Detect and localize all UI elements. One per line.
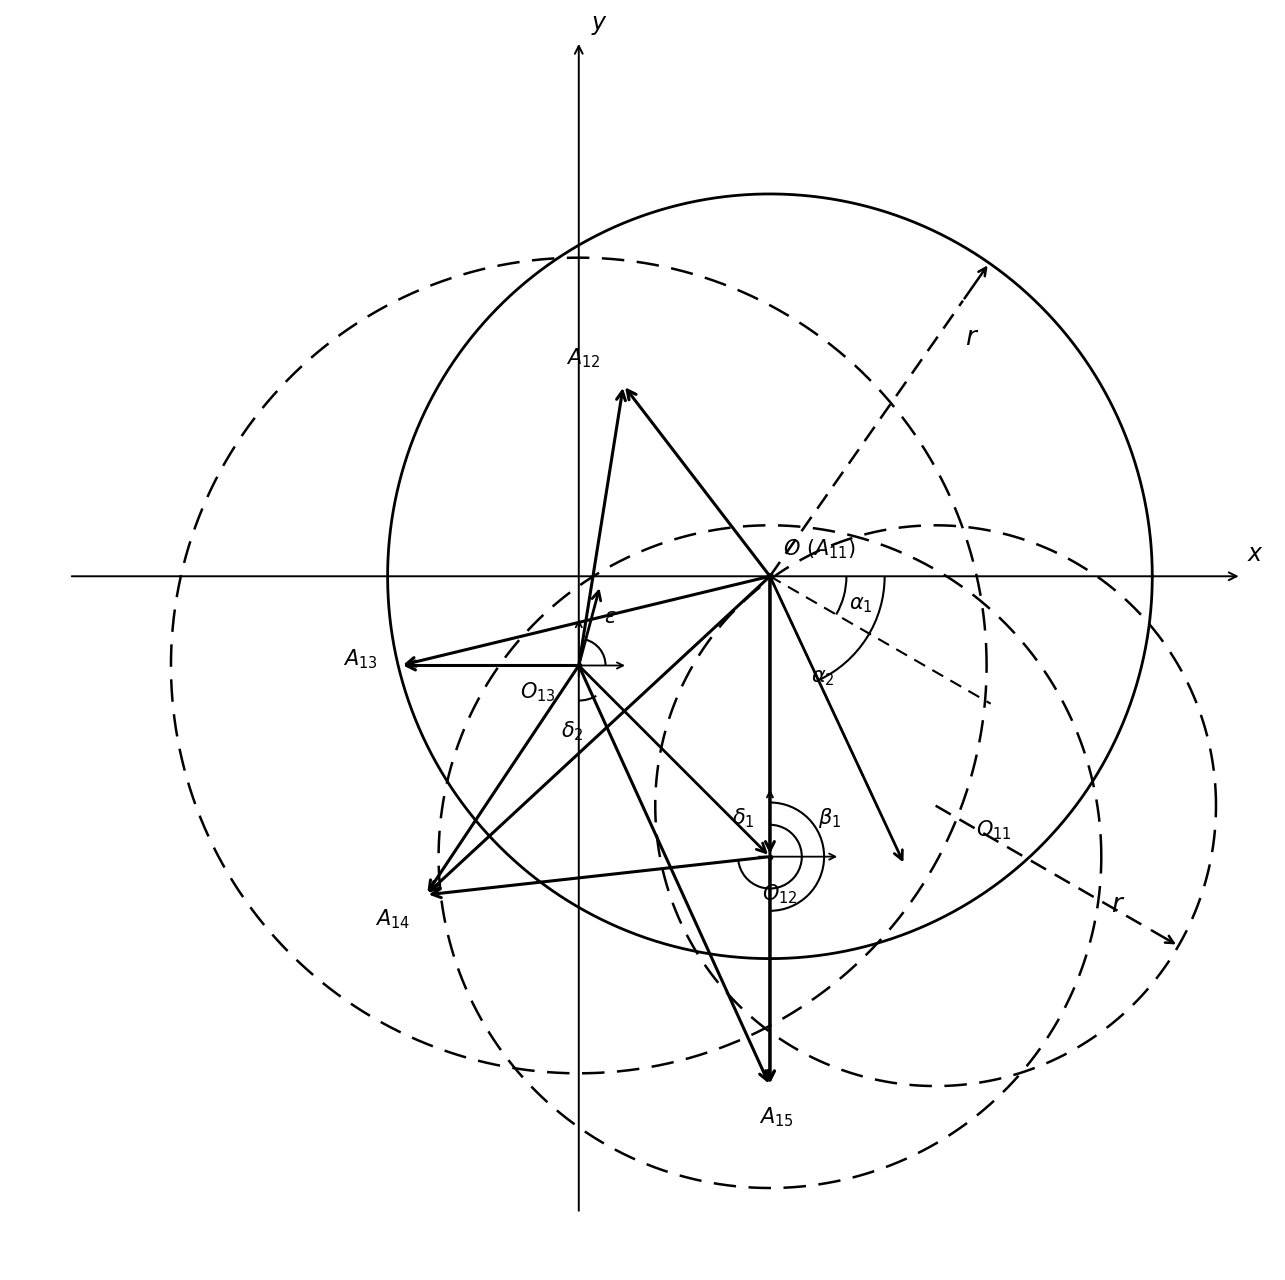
Text: $\delta_1$: $\delta_1$ (732, 806, 754, 831)
Text: $r$: $r$ (1112, 892, 1126, 918)
Text: $O\ (A_{11})$: $O\ (A_{11})$ (783, 538, 856, 561)
Text: $O_{11}$: $O_{11}$ (977, 818, 1013, 842)
Text: $O_{12}$: $O_{12}$ (762, 882, 798, 906)
Text: $\alpha_2$: $\alpha_2$ (811, 668, 834, 689)
Text: $\alpha_1$: $\alpha_1$ (849, 595, 873, 616)
Text: $\beta_1$: $\beta_1$ (819, 806, 842, 831)
Text: $A_{13}$: $A_{13}$ (343, 648, 378, 671)
Text: $O_{13}$: $O_{13}$ (520, 681, 556, 704)
Text: x: x (1248, 543, 1262, 566)
Text: $r$: $r$ (965, 325, 979, 351)
Text: y: y (591, 10, 605, 35)
Text: $A_{14}$: $A_{14}$ (375, 908, 410, 932)
Text: $\varepsilon$: $\varepsilon$ (604, 607, 617, 627)
Text: $A_{12}$: $A_{12}$ (565, 346, 600, 370)
Text: $\delta_2$: $\delta_2$ (562, 719, 583, 742)
Text: $A_{15}$: $A_{15}$ (759, 1105, 794, 1129)
